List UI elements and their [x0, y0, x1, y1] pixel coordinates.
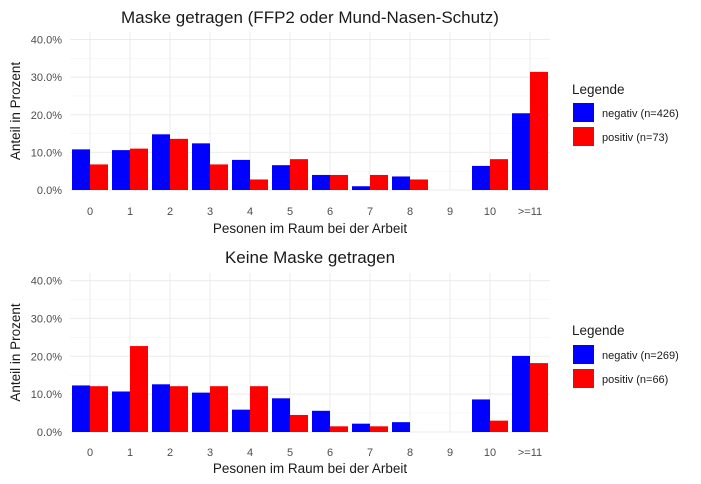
bar-positiv-3 [210, 386, 228, 432]
bar-negativ-10 [472, 165, 490, 190]
bar-negativ-2 [152, 134, 170, 190]
bar-positiv-3 [210, 164, 228, 190]
bar-negativ-7 [352, 423, 370, 432]
bar-positiv-8 [410, 179, 428, 190]
x-tick-label: 2 [167, 206, 173, 218]
y-axis-label: Anteil in Prozent [8, 62, 23, 161]
bar-negativ-3 [192, 143, 210, 190]
x-tick-label: 3 [207, 447, 213, 459]
y-tick-label: 10.0% [31, 389, 62, 401]
legend-key-positiv [573, 369, 594, 388]
x-tick-label: >=11 [518, 447, 542, 459]
bar-positiv-4 [250, 179, 268, 190]
bar-positiv-0 [90, 164, 108, 190]
y-tick-label: 10.0% [31, 147, 62, 159]
bar-negativ-4 [232, 409, 250, 432]
x-tick-label: 9 [447, 206, 453, 218]
bar-negativ-1 [112, 150, 130, 190]
bar-negativ-5 [272, 165, 290, 190]
bar-positiv-2 [170, 386, 188, 432]
legend-key-negativ [573, 103, 594, 122]
y-tick-label: 40.0% [31, 35, 62, 47]
y-tick-label: 20.0% [31, 351, 62, 363]
bar-positiv-10 [490, 420, 508, 432]
legend-key-negativ [573, 345, 594, 364]
bar-negativ-gege11 [512, 113, 530, 190]
x-tick-label: 5 [287, 447, 293, 459]
x-tick-label: 4 [247, 447, 253, 459]
bar-negativ-8 [392, 422, 410, 432]
chart-title: Maske getragen (FFP2 oder Mund-Nasen-Sch… [121, 8, 499, 27]
x-tick-label: 6 [327, 447, 333, 459]
bar-positiv-2 [170, 138, 188, 190]
bar-negativ-1 [112, 391, 130, 432]
bar-positiv-10 [490, 159, 508, 190]
bar-positiv-5 [290, 414, 308, 432]
bar-positiv-7 [370, 426, 388, 432]
x-axis-label: Pesonen im Raum bei der Arbeit [213, 221, 408, 236]
x-tick-label: 10 [484, 206, 496, 218]
bar-positiv-6 [330, 426, 348, 432]
y-tick-label: 30.0% [31, 313, 62, 325]
bar-negativ-0 [72, 385, 90, 432]
legend-title: Legende [572, 323, 625, 338]
legend-key-positiv [573, 127, 594, 146]
x-tick-label: 7 [367, 447, 373, 459]
legend-label-negativ: negativ (n=269) [602, 350, 679, 362]
y-tick-label: 40.0% [31, 276, 62, 288]
bar-positiv-1 [130, 346, 148, 432]
legend-label-negativ: negativ (n=426) [602, 108, 679, 120]
bar-positiv-gege11 [530, 71, 548, 190]
y-tick-label: 30.0% [31, 72, 62, 84]
x-tick-label: 6 [327, 206, 333, 218]
bar-positiv-7 [370, 174, 388, 190]
x-tick-label: 1 [127, 447, 133, 459]
legend-label-positiv: positiv (n=73) [602, 132, 668, 144]
bar-positiv-4 [250, 386, 268, 432]
bar-positiv-6 [330, 174, 348, 190]
bar-negativ-gege11 [512, 355, 530, 432]
bar-negativ-7 [352, 186, 370, 190]
y-tick-label: 0.0% [37, 185, 62, 197]
x-tick-label: 0 [87, 206, 93, 218]
bar-negativ-8 [392, 176, 410, 190]
x-tick-label: 4 [247, 206, 253, 218]
x-axis-label: Pesonen im Raum bei der Arbeit [213, 461, 408, 476]
chart-panel-1: 0.0% 10.0% 20.0% 30.0% 40.0% 0 1 2 3 4 5 6 7 8 9 10 >=11… [8, 8, 679, 236]
y-axis-label: Anteil in Prozent [8, 303, 23, 402]
bar-negativ-6 [312, 174, 330, 190]
legend-label-positiv: positiv (n=66) [602, 374, 668, 386]
x-tick-label: 7 [367, 206, 373, 218]
x-tick-label: 1 [127, 206, 133, 218]
chart-panel-2: 0.0% 10.0% 20.0% 30.0% 40.0% 0 1 2 3 4 5 6 7 8 9 10 >=11… [8, 248, 679, 476]
legend: Legende negativ (n=269) positiv (n=66) [572, 323, 679, 388]
x-tick-label: 2 [167, 447, 173, 459]
x-tick-label: 10 [484, 447, 496, 459]
x-tick-label: 9 [447, 447, 453, 459]
x-tick-label: 3 [207, 206, 213, 218]
bar-negativ-3 [192, 392, 210, 432]
chart-title: Keine Maske getragen [225, 248, 395, 267]
bar-negativ-4 [232, 159, 250, 190]
bar-positiv-0 [90, 386, 108, 432]
x-tick-label: >=11 [518, 206, 542, 218]
y-tick-label: 20.0% [31, 110, 62, 122]
bar-negativ-0 [72, 149, 90, 190]
y-tick-label: 0.0% [37, 427, 62, 439]
bar-positiv-5 [290, 159, 308, 190]
bar-positiv-gege11 [530, 363, 548, 432]
bar-negativ-5 [272, 398, 290, 432]
legend: Legende negativ (n=426) positiv (n=73) [572, 82, 679, 146]
bar-negativ-6 [312, 410, 330, 432]
bar-negativ-2 [152, 384, 170, 432]
x-tick-label: 5 [287, 206, 293, 218]
x-tick-label: 0 [87, 447, 93, 459]
x-tick-label: 8 [407, 447, 413, 459]
x-tick-label: 8 [407, 206, 413, 218]
bar-negativ-10 [472, 399, 490, 432]
bar-positiv-1 [130, 148, 148, 190]
legend-title: Legende [572, 82, 625, 97]
